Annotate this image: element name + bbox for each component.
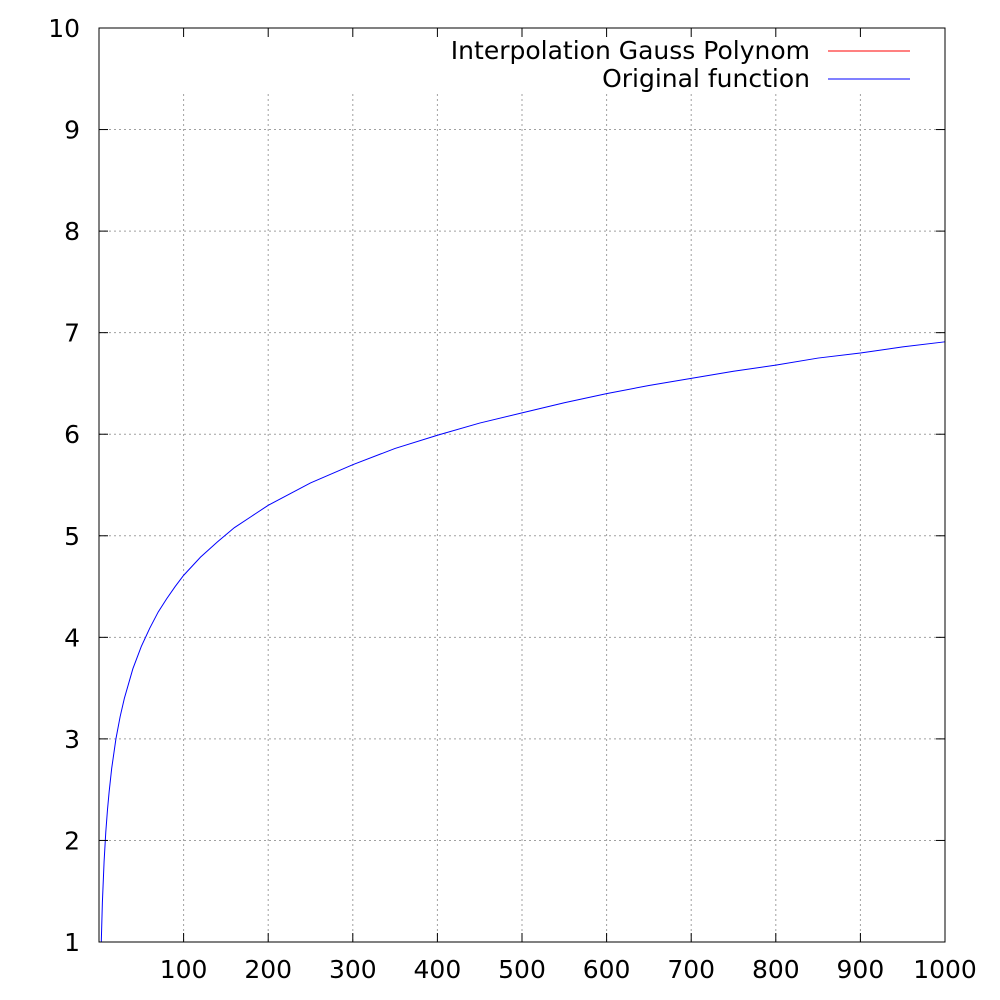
x-axis-tick-labels: 100 200 300 400 500 600 700 800 900 1000 bbox=[160, 955, 977, 984]
x-tick-label: 300 bbox=[329, 955, 377, 984]
x-tick-label: 400 bbox=[414, 955, 462, 984]
x-tick-label: 900 bbox=[837, 955, 885, 984]
x-tick-label: 1000 bbox=[913, 955, 977, 984]
y-tick-label: 6 bbox=[64, 420, 80, 449]
y-tick-label: 8 bbox=[64, 217, 80, 246]
y-axis-tick-labels: 1 2 3 4 5 6 7 8 9 10 bbox=[48, 14, 80, 957]
x-tick-label: 600 bbox=[583, 955, 631, 984]
y-tick-label: 3 bbox=[64, 725, 80, 754]
series-line-original-function bbox=[100, 341, 946, 943]
legend-label: Interpolation Gauss Polynom bbox=[451, 36, 810, 65]
x-tick-label: 800 bbox=[752, 955, 800, 984]
series-lines bbox=[100, 341, 946, 943]
y-tick-label: 4 bbox=[64, 623, 80, 652]
y-tick-label: 5 bbox=[64, 522, 80, 551]
x-tick-label: 700 bbox=[667, 955, 715, 984]
y-tick-label: 7 bbox=[64, 319, 80, 348]
axis-ticks bbox=[99, 27, 946, 943]
x-tick-label: 200 bbox=[244, 955, 292, 984]
legend-entry: Original function bbox=[602, 64, 910, 93]
y-tick-label: 1 bbox=[64, 928, 80, 957]
legend-label: Original function bbox=[602, 64, 810, 93]
grid bbox=[99, 94, 945, 942]
y-tick-label: 2 bbox=[64, 826, 80, 855]
x-tick-label: 100 bbox=[160, 955, 208, 984]
legend-entry: Interpolation Gauss Polynom bbox=[451, 36, 910, 65]
y-tick-label: 9 bbox=[64, 116, 80, 145]
x-tick-label: 500 bbox=[498, 955, 546, 984]
y-tick-label: 10 bbox=[48, 14, 80, 43]
